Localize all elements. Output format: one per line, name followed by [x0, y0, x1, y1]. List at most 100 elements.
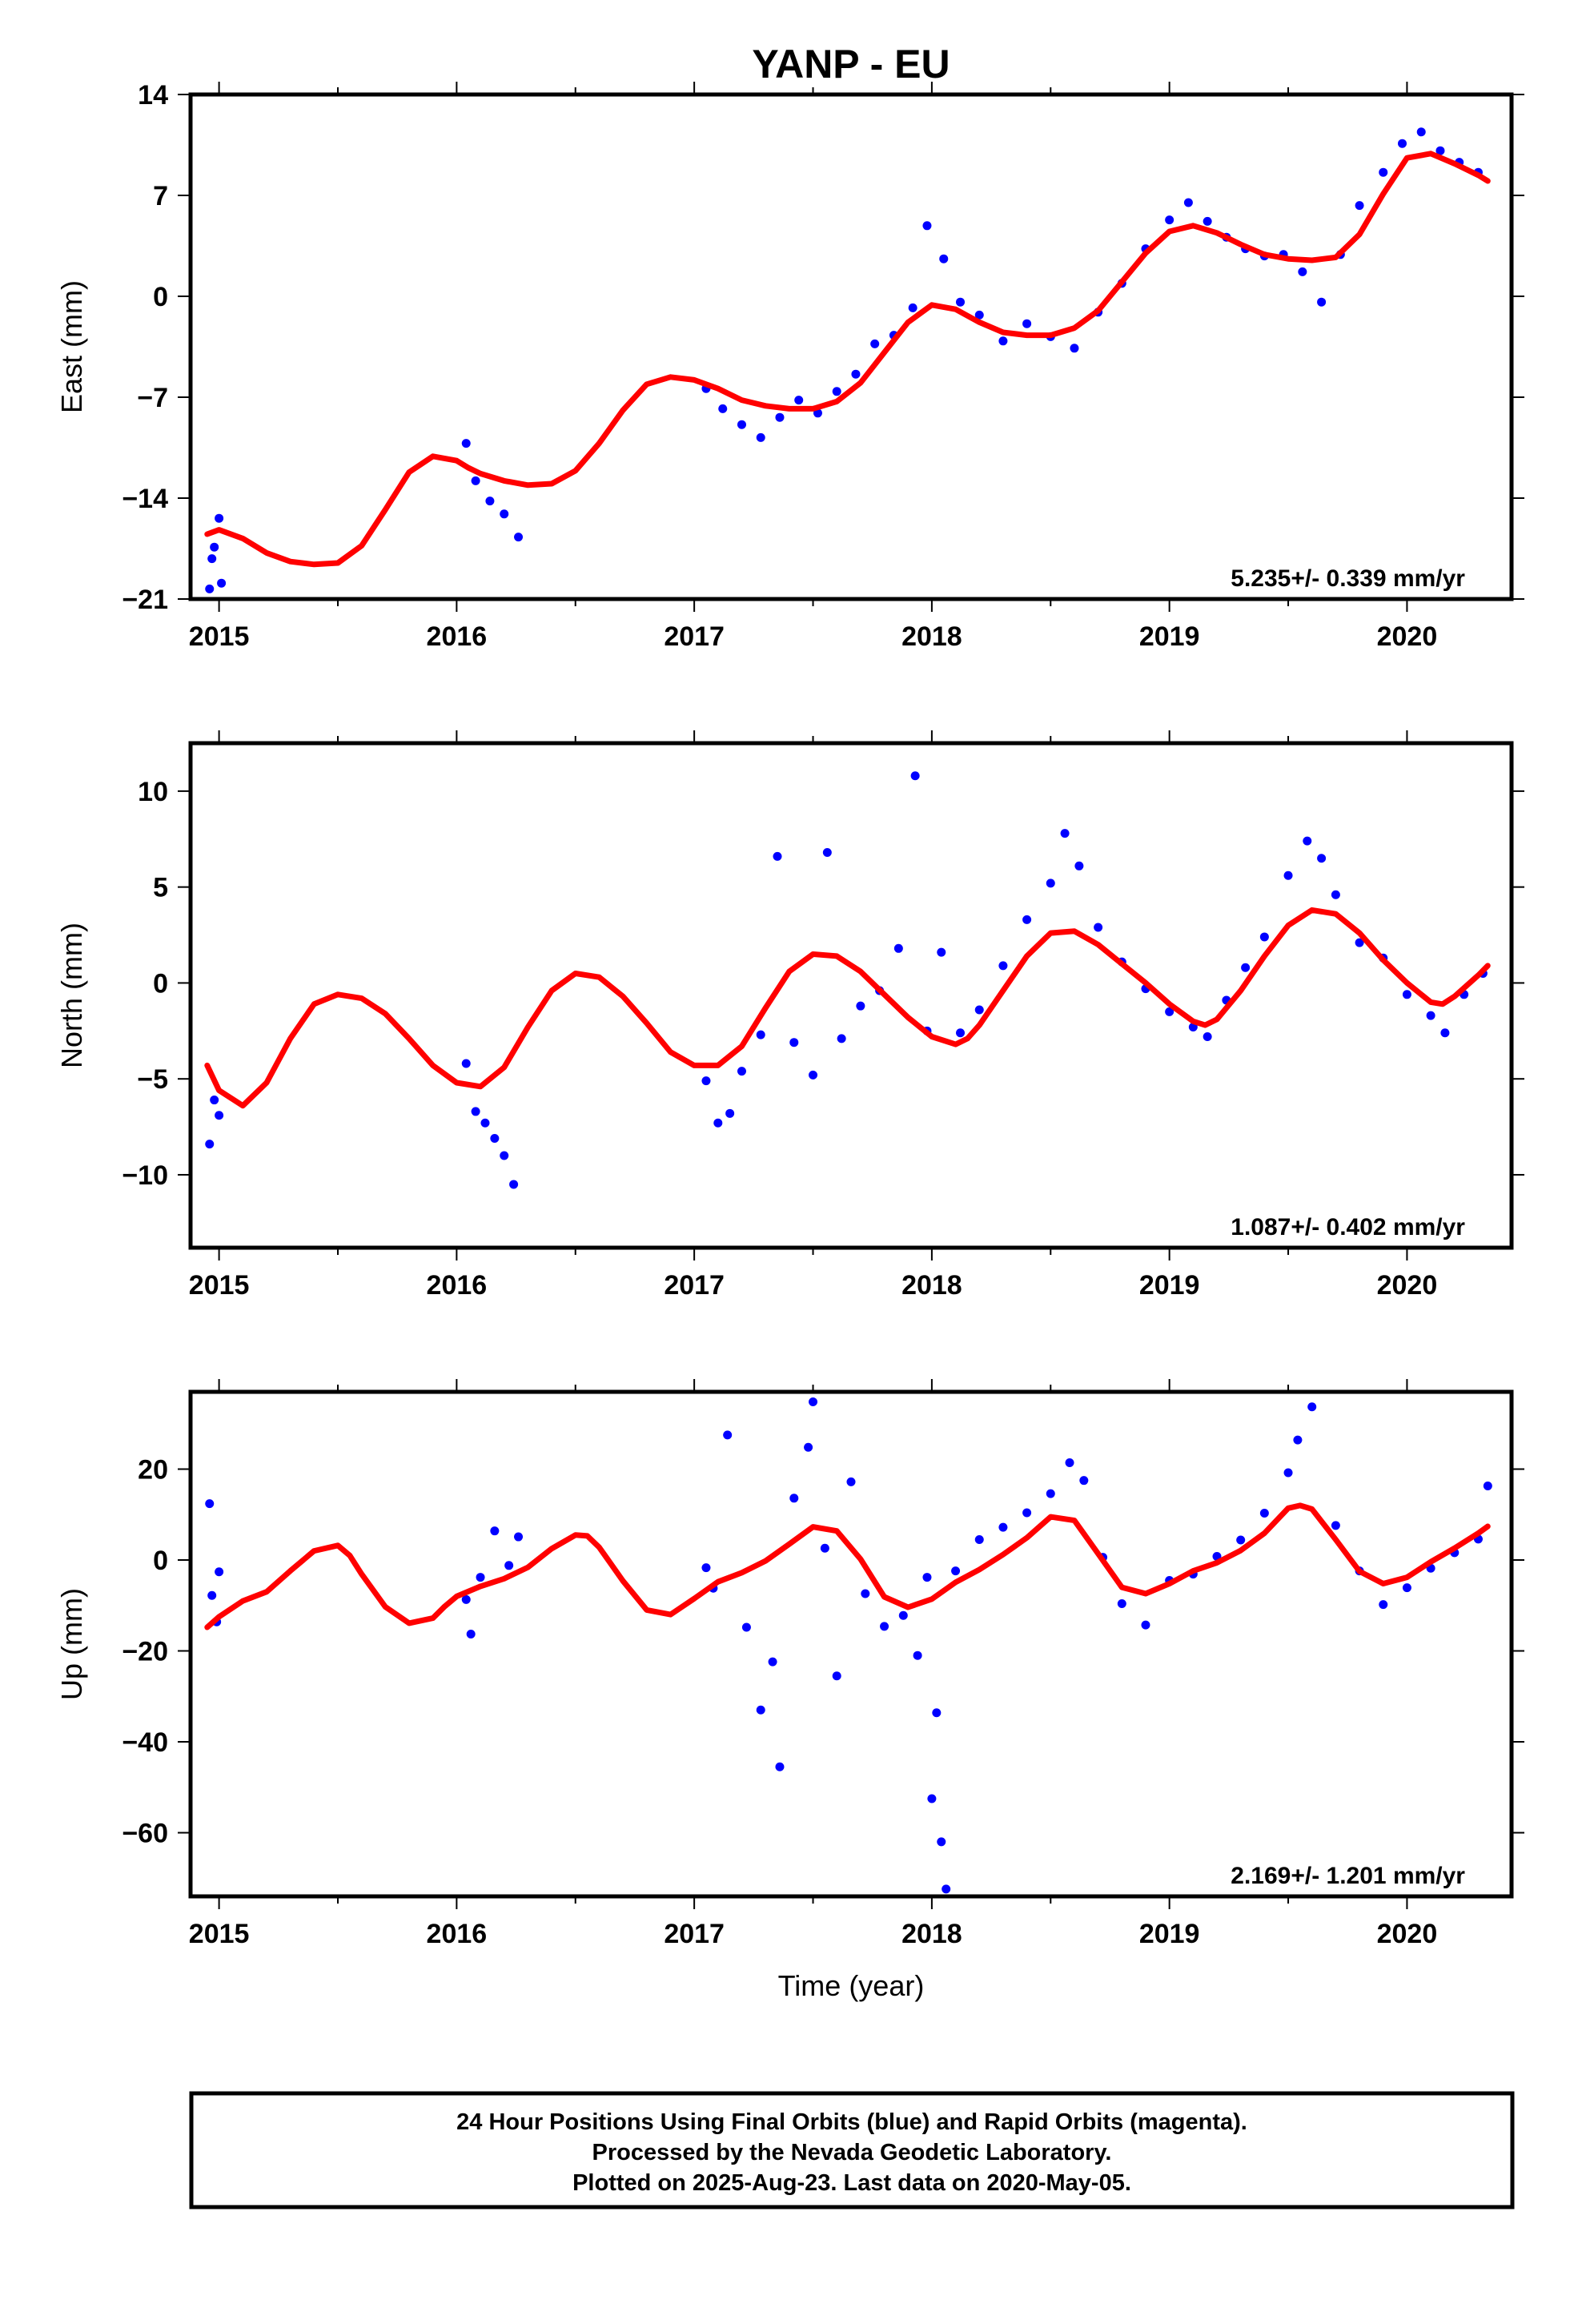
x-tick-label: 2018 [901, 1270, 962, 1301]
data-point [1074, 861, 1084, 870]
x-tick-label: 2017 [664, 621, 725, 652]
data-point [789, 1494, 799, 1503]
x-tick-label: 2016 [427, 621, 488, 652]
data-point [466, 1630, 476, 1639]
data-point [756, 1705, 765, 1715]
data-point [215, 1111, 224, 1120]
fit-curve [204, 151, 1491, 568]
data-point [205, 584, 215, 593]
data-point [1355, 201, 1364, 211]
data-point [942, 1884, 951, 1894]
y-tick-label: −40 [122, 1727, 168, 1758]
data-point [1094, 923, 1103, 932]
y-tick-label: 0 [153, 1546, 168, 1576]
x-tick-label: 2015 [189, 1270, 250, 1301]
data-point [775, 412, 785, 422]
data-point [737, 420, 746, 429]
data-point [701, 1076, 711, 1086]
data-point [1416, 127, 1426, 137]
data-point [1259, 1509, 1269, 1518]
y-tick-label: −5 [137, 1064, 168, 1095]
data-point [1379, 167, 1388, 177]
data-point [718, 404, 728, 413]
y-axis-label: East (mm) [55, 280, 88, 413]
data-point [1317, 854, 1327, 863]
footer-line-1: 24 Hour Positions Using Final Orbits (bl… [456, 2109, 1247, 2135]
up-panel: 2015 2016 2017 2018 2019 2020 −60 −40 −20 0 20 Up (… [55, 1379, 1524, 1949]
data-point [1141, 1620, 1150, 1630]
data-point [701, 1563, 711, 1573]
data-point [217, 578, 227, 588]
y-tick-label: −14 [122, 484, 168, 514]
data-point [1317, 297, 1327, 307]
velocity-label: 5.235+/- 0.339 mm/yr [1231, 565, 1465, 592]
data-point [1165, 1007, 1174, 1016]
data-point [1283, 1468, 1293, 1478]
data-point [509, 1180, 519, 1189]
x-tick-label: 2017 [664, 1270, 725, 1301]
data-point [723, 1430, 733, 1440]
x-tick-label: 2019 [1139, 1270, 1200, 1301]
velocity-label: 2.169+/- 1.201 mm/yr [1231, 1863, 1465, 1889]
fit-curve [204, 1502, 1491, 1630]
data-point [210, 542, 219, 552]
data-point [756, 1030, 765, 1039]
data-point [514, 533, 524, 542]
data-point [908, 303, 917, 312]
data-point [737, 1067, 746, 1076]
data-point [1022, 915, 1032, 924]
fit-curve [204, 907, 1491, 1109]
data-point [861, 1589, 870, 1598]
data-point [832, 387, 841, 396]
x-tick-label: 2018 [901, 1919, 962, 1949]
plot-frame [188, 92, 1514, 601]
data-point [898, 1610, 908, 1620]
footer-box [189, 2091, 1515, 2209]
y-tick-label: 0 [153, 968, 168, 999]
data-point [461, 439, 471, 448]
data-point [207, 554, 217, 564]
data-point [504, 1561, 514, 1570]
y-tick-label: 10 [138, 777, 168, 807]
data-point [1117, 1598, 1126, 1608]
data-point [1241, 963, 1251, 972]
data-point [215, 513, 224, 523]
x-tick-label: 2016 [427, 1270, 488, 1301]
data-point [1426, 1011, 1435, 1020]
data-point [1203, 1032, 1212, 1042]
plot-frame [188, 741, 1514, 1250]
data-point [922, 1573, 932, 1582]
data-point [974, 1534, 984, 1544]
north-panel: 2015 2016 2017 2018 2019 2020 −10 −5 0 5 10 North (… [55, 730, 1524, 1301]
data-point [1060, 829, 1070, 838]
data-point [974, 1005, 984, 1015]
data-point [804, 1442, 813, 1452]
data-point [974, 310, 984, 320]
data-point [1307, 1402, 1317, 1412]
data-point [937, 1837, 946, 1847]
y-tick-label: 0 [153, 282, 168, 312]
data-point [998, 961, 1008, 971]
data-point [1293, 1435, 1303, 1445]
x-tick-label: 2015 [189, 621, 250, 652]
data-point [1046, 1489, 1055, 1498]
x-tick-label: 2019 [1139, 621, 1200, 652]
data-point [205, 1499, 215, 1509]
data-point [922, 221, 932, 231]
data-point [820, 1543, 829, 1553]
y-axis-label: North (mm) [55, 923, 88, 1068]
data-point [500, 509, 509, 519]
data-point [1331, 890, 1340, 899]
data-point [1046, 879, 1055, 888]
data-point [870, 339, 880, 348]
data-point [215, 1567, 224, 1577]
data-point [713, 1118, 723, 1128]
x-tick-label: 2020 [1377, 1919, 1438, 1949]
data-point [756, 432, 765, 442]
data-point [1331, 1521, 1340, 1530]
data-point [741, 1622, 751, 1632]
data-point [880, 1622, 889, 1631]
data-point [1259, 932, 1269, 942]
data-point [725, 1108, 735, 1118]
data-point [822, 848, 832, 858]
